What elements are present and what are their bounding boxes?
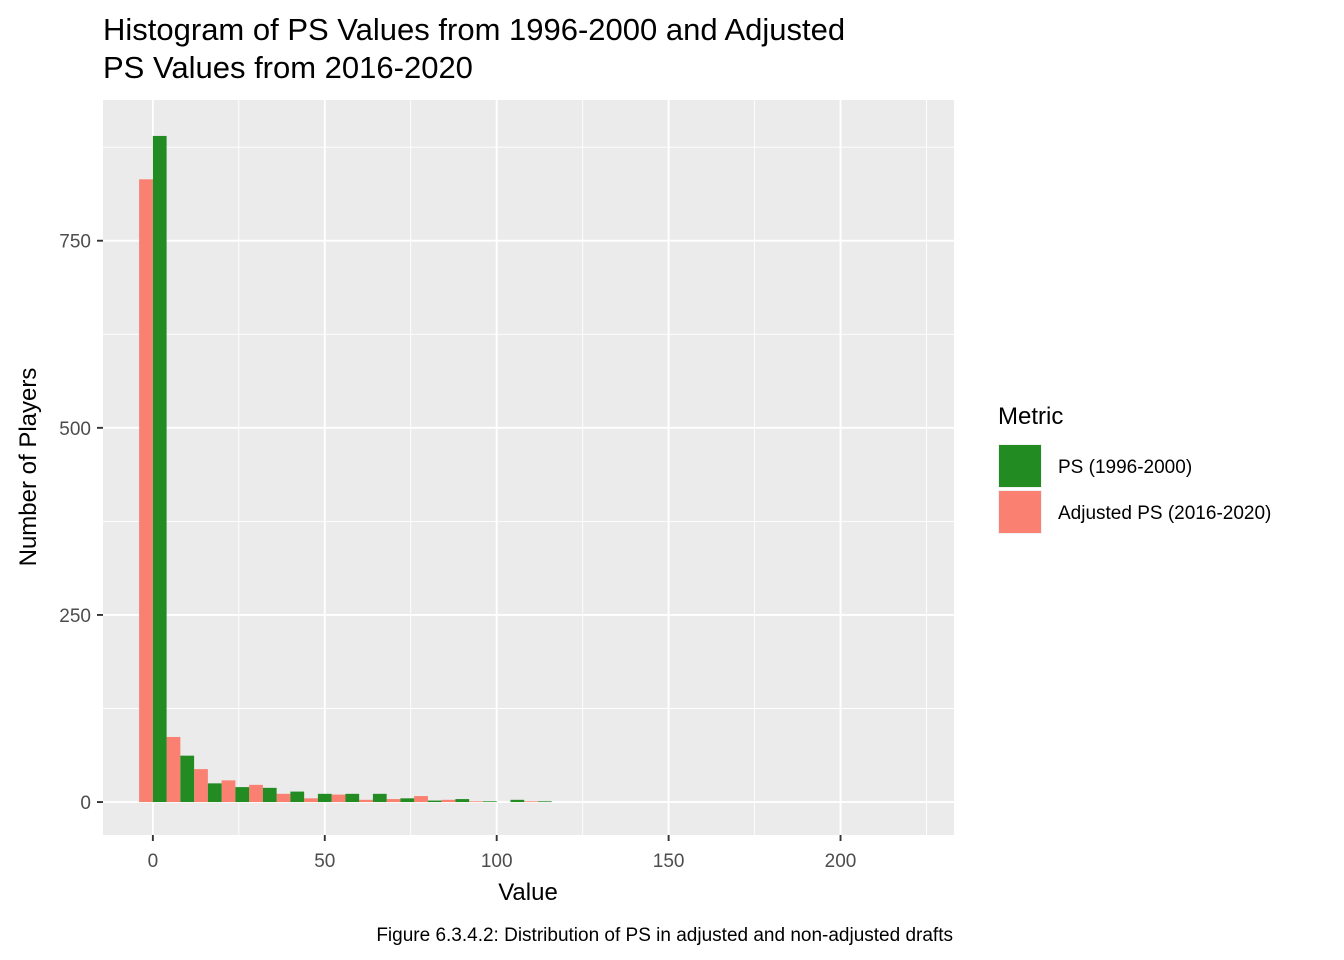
- bar-adjusted-ps: [469, 801, 483, 803]
- bar-adjusted-ps: [304, 798, 318, 803]
- bar-adjusted-ps: [276, 793, 291, 803]
- bar-adjusted-ps: [359, 799, 373, 803]
- bar-ps-1996-2000: [207, 783, 222, 803]
- bar-ps-1996-2000: [235, 787, 250, 803]
- chart-title-line-1: Histogram of PS Values from 1996-2000 an…: [103, 12, 845, 47]
- x-tick-label: 150: [653, 851, 685, 872]
- bars: [139, 135, 552, 803]
- bar-adjusted-ps: [331, 794, 346, 803]
- legend-title: Metric: [998, 403, 1063, 430]
- legend-swatch: [999, 445, 1041, 487]
- bar-adjusted-ps: [194, 769, 208, 803]
- bar-ps-1996-2000: [180, 755, 195, 803]
- x-axis-title: Value: [498, 879, 558, 906]
- bar-ps-1996-2000: [152, 135, 167, 803]
- bar-ps-1996-2000: [372, 793, 387, 803]
- y-tick-label: 0: [80, 793, 91, 814]
- bar-ps-1996-2000: [262, 787, 277, 803]
- bar-ps-1996-2000: [455, 799, 470, 803]
- bar-ps-1996-2000: [290, 791, 305, 803]
- x-tick-label: 200: [825, 851, 857, 872]
- legend: PS (1996-2000) Adjusted PS (2016-2020): [998, 444, 1271, 534]
- bar-ps-1996-2000: [427, 800, 442, 803]
- bar-adjusted-ps: [166, 736, 181, 803]
- plot-panel: [103, 100, 954, 835]
- bar-ps-1996-2000: [537, 801, 552, 803]
- legend-label: PS (1996-2000): [1058, 457, 1192, 478]
- bar-ps-1996-2000: [317, 793, 332, 803]
- bar-adjusted-ps: [221, 780, 236, 803]
- bar-adjusted-ps: [139, 179, 153, 803]
- bar-adjusted-ps: [524, 801, 538, 803]
- bar-adjusted-ps: [414, 796, 428, 803]
- grid-lines: [103, 100, 954, 835]
- y-axis-title: Number of Players: [15, 368, 42, 567]
- bar-ps-1996-2000: [345, 793, 360, 803]
- x-axis-ticks: 0 50 100 150 200: [148, 835, 857, 872]
- bar-adjusted-ps: [386, 799, 401, 803]
- x-tick-label: 0: [148, 851, 159, 872]
- x-tick-label: 50: [314, 851, 335, 872]
- y-tick-label: 500: [59, 419, 91, 440]
- legend-label: Adjusted PS (2016-2020): [1058, 503, 1271, 524]
- chart-title-line-2: PS Values from 2016-2020: [103, 50, 473, 85]
- figure-caption: Figure 6.3.4.2: Distribution of PS in ad…: [376, 925, 953, 946]
- bar-ps-1996-2000: [482, 801, 497, 803]
- legend-swatch: [999, 491, 1041, 533]
- x-tick-label: 100: [481, 851, 513, 872]
- bar-ps-1996-2000: [510, 799, 525, 803]
- bar-adjusted-ps: [441, 799, 456, 803]
- bar-adjusted-ps: [249, 784, 263, 803]
- y-axis-ticks: 0 250 500 750: [59, 232, 103, 814]
- y-tick-label: 750: [59, 232, 91, 253]
- bar-ps-1996-2000: [400, 798, 415, 803]
- y-tick-label: 250: [59, 606, 91, 627]
